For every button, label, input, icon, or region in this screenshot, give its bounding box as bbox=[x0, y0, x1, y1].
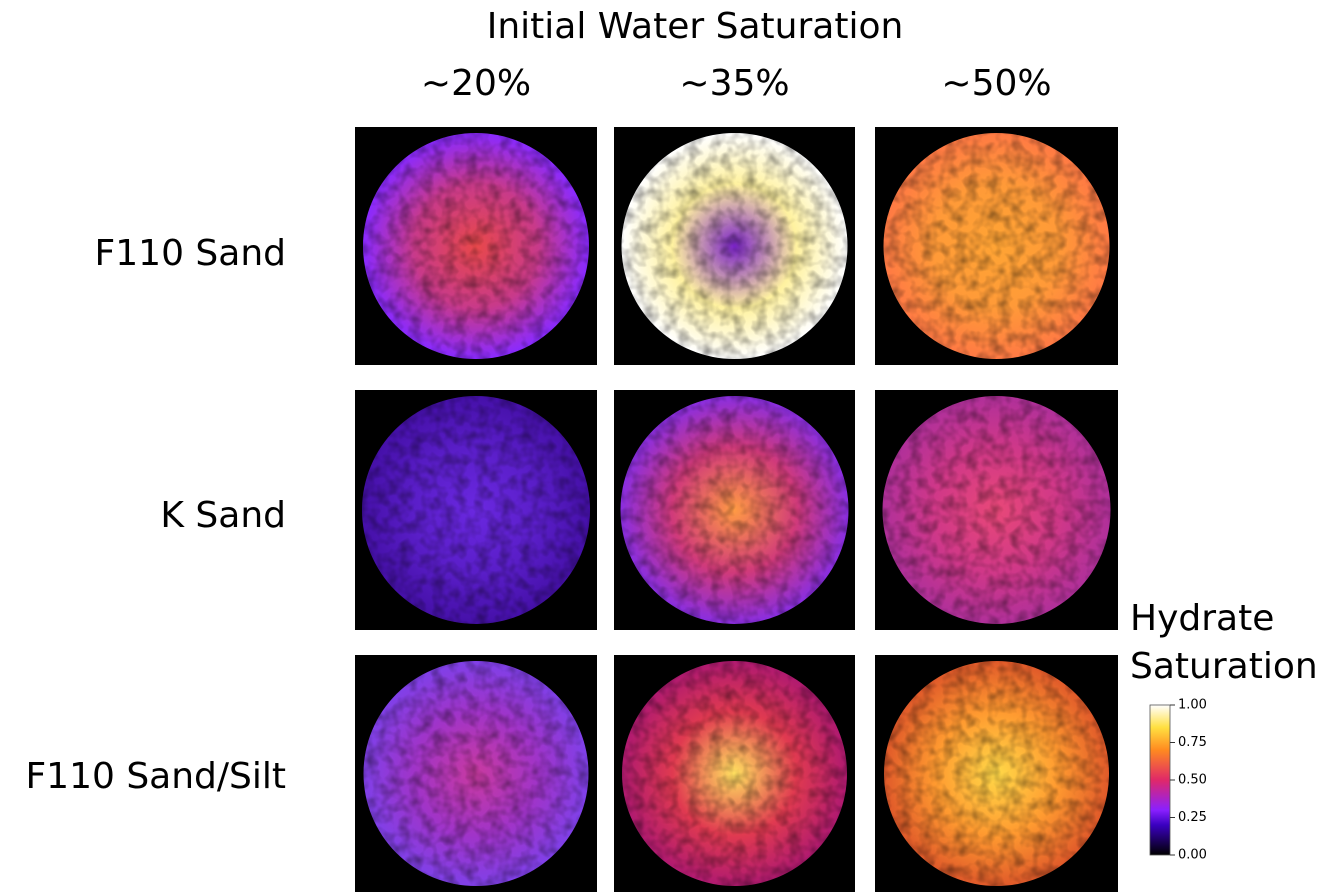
colorbar-tick-label: 0.50 bbox=[1178, 773, 1207, 788]
colorbar-tick-label: 0.75 bbox=[1178, 735, 1207, 750]
column-label: ~35% bbox=[679, 63, 789, 104]
colorbar-title: Hydrate bbox=[1130, 598, 1274, 639]
colorbar-tick-label: 0.00 bbox=[1178, 848, 1207, 863]
row-label: F110 Sand/Silt bbox=[25, 756, 286, 797]
colorbar-tick-label: 1.00 bbox=[1178, 698, 1207, 713]
ct-texture bbox=[362, 396, 590, 624]
ct-texture bbox=[884, 661, 1109, 886]
ct-texture bbox=[363, 133, 589, 359]
column-label: ~20% bbox=[421, 63, 531, 104]
ct-texture bbox=[622, 661, 847, 886]
ct-texture bbox=[882, 396, 1111, 624]
ct-texture bbox=[883, 133, 1110, 359]
ct-texture bbox=[620, 396, 849, 624]
ct-texture bbox=[363, 661, 589, 886]
panels bbox=[355, 127, 1118, 892]
ct-texture bbox=[621, 133, 848, 359]
row-label: F110 Sand bbox=[95, 233, 286, 274]
column-label: ~50% bbox=[941, 63, 1051, 104]
colorbar bbox=[1149, 704, 1171, 856]
figure-title: Initial Water Saturation bbox=[487, 6, 904, 47]
row-label: K Sand bbox=[160, 495, 286, 536]
colorbar-title: Saturation bbox=[1130, 646, 1318, 687]
colorbar-tick-label: 0.25 bbox=[1178, 810, 1207, 825]
